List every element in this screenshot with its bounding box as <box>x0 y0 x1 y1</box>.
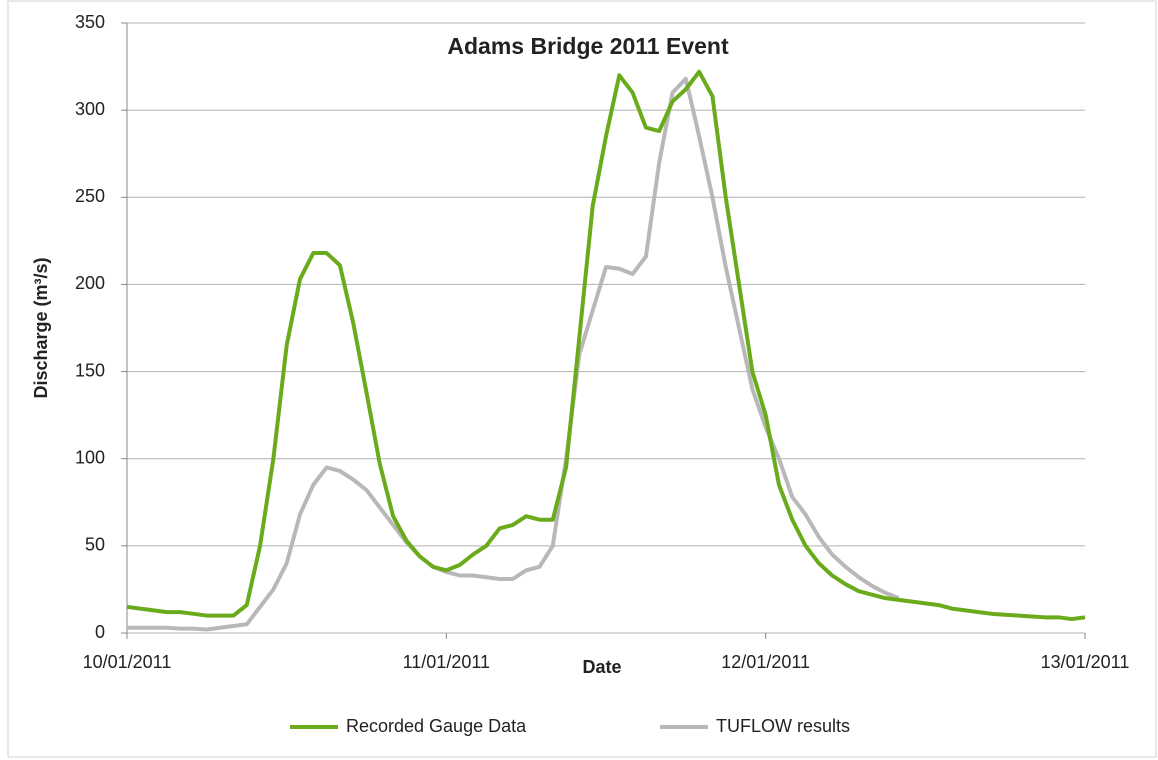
y-tick-label: 50 <box>85 535 105 555</box>
y-tick-label: 100 <box>75 447 105 467</box>
y-tick-label: 350 <box>75 12 105 32</box>
x-tick-label: 10/01/2011 <box>83 652 172 672</box>
chart-frame <box>7 0 1157 758</box>
x-tick-label: 13/01/2011 <box>1041 652 1130 672</box>
y-tick-label: 0 <box>95 622 105 642</box>
y-tick-label: 150 <box>75 360 105 380</box>
x-tick-label: 12/01/2011 <box>721 652 810 672</box>
legend-label: TUFLOW results <box>716 716 850 736</box>
chart-title: Adams Bridge 2011 Event <box>447 33 729 59</box>
x-axis-label: Date <box>582 657 621 677</box>
y-tick-label: 250 <box>75 186 105 206</box>
y-axis-label: Discharge (m³/s) <box>31 257 51 398</box>
y-tick-label: 300 <box>75 99 105 119</box>
x-tick-label: 11/01/2011 <box>403 652 490 672</box>
legend-label: Recorded Gauge Data <box>346 716 527 736</box>
y-tick-label: 200 <box>75 273 105 293</box>
series-line <box>126 69 1086 622</box>
